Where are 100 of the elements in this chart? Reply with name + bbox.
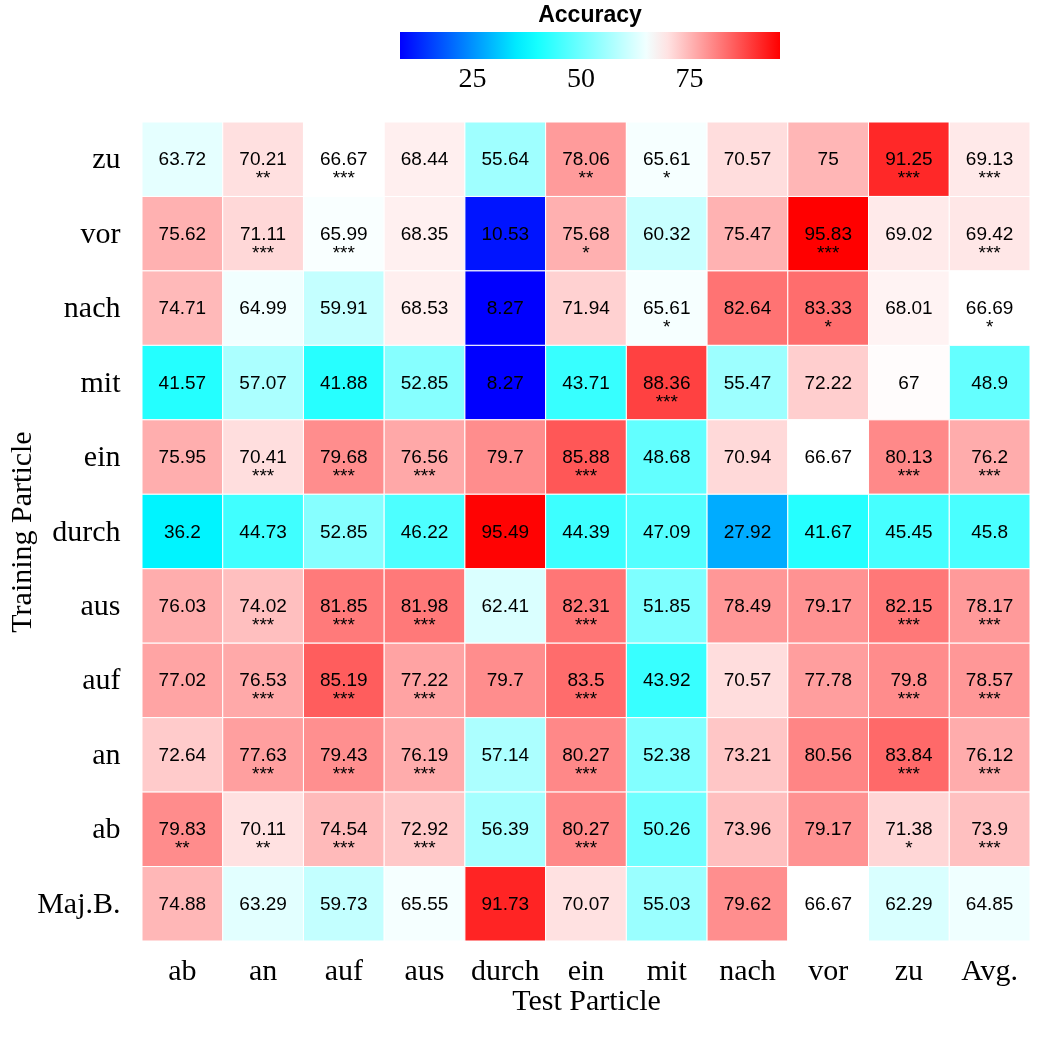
x-tick-label: auf [324,952,363,986]
data-label: 71.38 * [885,818,933,859]
y-tick-label: vor [80,215,121,249]
data-label: 64.85 [965,892,1014,914]
data-label: 66.67 [804,892,852,914]
data-label: 71.94 [562,297,611,319]
data-label: 81.98 *** [400,594,449,635]
data-label: 50.26 [642,818,691,840]
data-label: 74.54 *** [320,818,369,859]
data-label: 43.92 [642,669,691,691]
x-tick-label: nach [719,952,776,986]
y-axis-title: Training Particle [4,431,38,633]
y-tick-label: an [92,736,121,770]
data-label: 85.19 *** [320,669,368,710]
x-tick-label: ab [168,952,197,986]
data-label: 80.13 *** [885,446,933,487]
data-label: 79.83 ** [158,818,207,859]
y-tick-label: aus [80,587,121,621]
data-label: 79.68 *** [320,446,368,487]
data-label: 83.33 * [804,297,852,338]
data-label: 62.41 [481,594,530,616]
y-tick-label: mit [80,364,122,398]
data-label: 63.29 [239,892,287,914]
data-label: 51.85 [642,594,691,616]
data-label: 44.73 [239,520,287,542]
data-label: 65.55 [400,892,449,914]
data-label: 77.78 [804,669,852,691]
data-label: 68.35 [400,222,449,244]
data-label: 41.57 [158,371,207,393]
data-label: 82.15 *** [885,594,933,635]
data-label: 59.73 [320,892,368,914]
color-bar-title: Accuracy [538,1,642,27]
data-label: 52.38 [642,743,691,765]
data-label: 74.71 [158,297,207,319]
data-label: 66.67 *** [320,148,368,189]
data-label: 75.62 [158,222,207,244]
data-label: 70.21 ** [239,148,287,189]
data-label: 91.25 *** [885,148,933,189]
data-label: 68.01 [885,297,933,319]
data-label: 79.43 *** [320,743,368,784]
data-label: 77.02 [158,669,207,691]
data-label: 76.2 *** [971,446,1009,487]
y-tick-label: durch [52,513,121,547]
data-label: 27.92 [723,520,772,542]
data-label: 55.03 [642,892,691,914]
data-label: 70.41 *** [239,446,287,487]
data-label: 8.27 [486,297,524,319]
data-label: 43.71 [562,371,610,393]
data-label: 73.21 [723,743,772,765]
data-label: 69.02 [885,222,933,244]
data-label: 73.9 *** [971,818,1009,859]
data-label: 79.17 [804,594,852,616]
data-label: 95.49 [481,520,530,542]
data-label: 78.57 *** [965,669,1014,710]
data-label: 75 [817,148,839,170]
y-tick-label: ab [92,811,121,845]
data-label: 78.17 *** [965,594,1014,635]
data-label: 41.67 [804,520,852,542]
data-label: 70.57 [723,148,772,170]
data-label: 73.96 [723,818,772,840]
data-label: 70.11 ** [240,818,287,859]
color-bar-label: 75 [675,62,704,93]
data-label: 59.91 [320,297,368,319]
data-label: 74.88 [158,892,207,914]
data-label: 75.95 [158,446,207,468]
data-label: 57.14 [481,743,530,765]
data-label: 72.22 [804,371,852,393]
data-label: 81.85 *** [320,594,368,635]
data-label: 70.57 [723,669,772,691]
data-label: 8.27 [486,371,524,393]
data-label: 77.22 *** [400,669,449,710]
data-label: 79.7 [486,446,524,468]
data-label: 10.53 [481,222,530,244]
data-label: 65.61 * [642,148,691,189]
data-label: 56.39 [481,818,530,840]
y-tick-label: ein [83,439,121,473]
data-label: 67 [898,371,920,393]
data-label: 57.07 [239,371,287,393]
data-label: 82.31 *** [562,594,610,635]
color-bar-label: 50 [567,62,596,93]
data-label: 64.99 [239,297,287,319]
data-label: 66.67 [804,446,852,468]
data-label: 62.29 [885,892,933,914]
data-label: 47.09 [642,520,691,542]
data-label: 76.12 *** [965,743,1014,784]
data-label: 83.5 *** [567,669,605,710]
data-label: 95.83 *** [804,222,852,263]
data-label: 76.03 [158,594,207,616]
data-label: 46.22 [400,520,449,542]
data-label: 45.45 [885,520,933,542]
data-label: 45.8 [971,520,1009,542]
data-label: 83.84 *** [885,743,934,784]
data-label: 85.88 *** [562,446,610,487]
data-label: 65.61 * [642,297,691,338]
x-tick-label: an [248,952,278,986]
data-label: 69.13 *** [965,148,1014,189]
data-label: 72.64 [158,743,207,765]
data-label: 71.11 *** [240,222,287,263]
data-label: 44.39 [562,520,610,542]
y-tick-label: zu [92,141,121,175]
